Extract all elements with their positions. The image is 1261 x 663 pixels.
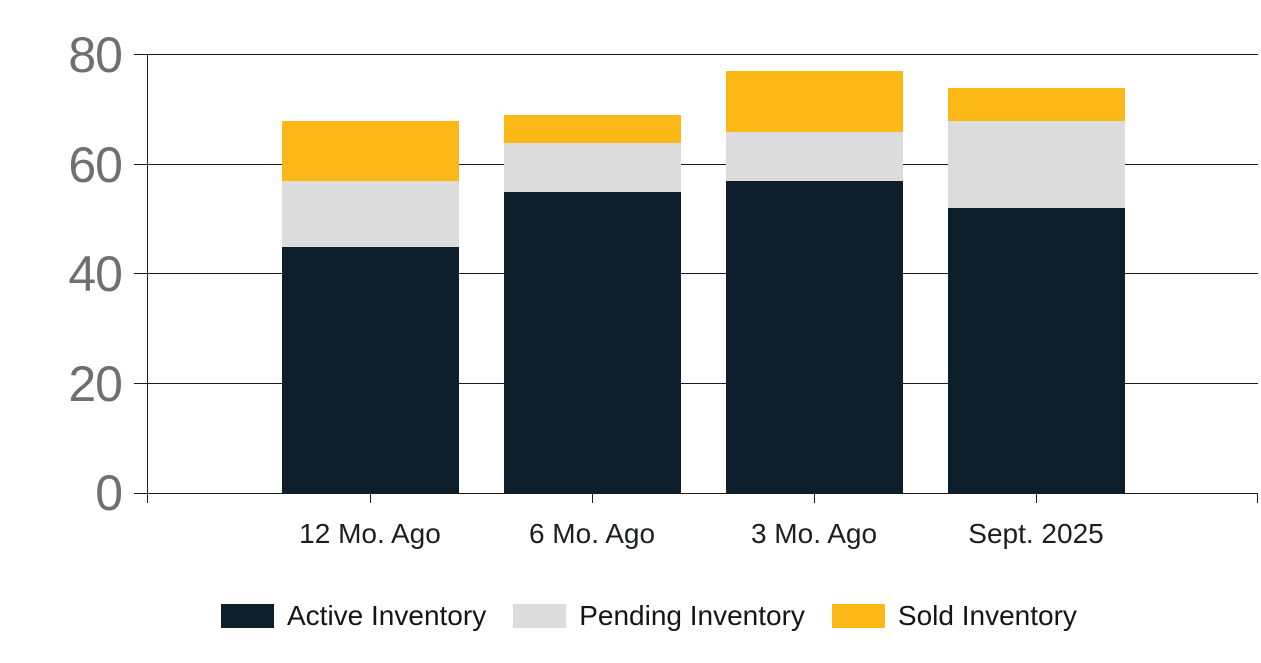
bar-segment-pending-inventory (725, 131, 903, 181)
plot-area: 12 Mo. Ago 6 Mo. Ago 3 Mo. Ago Sept. 2025 (134, 54, 1258, 548)
bar-segment-active-inventory (947, 208, 1125, 493)
bar-segment-active-inventory (725, 180, 903, 493)
x-axis-label-12-mo-ago: 12 Mo. Ago (299, 518, 441, 549)
bar-segment-pending-inventory (281, 180, 459, 247)
y-axis-tick-label: 40 (68, 246, 123, 302)
gridline-40 (134, 273, 1258, 274)
legend: Active Inventory Pending Inventory Sold In… (221, 602, 1077, 630)
bar-segment-sold-inventory (947, 87, 1125, 121)
x-axis-label-sept-2025: Sept. 2025 (968, 518, 1104, 549)
x-axis-label-6-mo-ago: 6 Mo. Ago (528, 518, 656, 549)
gridline-20 (134, 383, 1258, 384)
y-axis-tick-label: 20 (68, 356, 123, 412)
x-axis-tick (370, 493, 371, 503)
gridline-60 (134, 164, 1258, 165)
x-axis-tick-end (1257, 493, 1258, 503)
gridline-0 (134, 493, 1258, 494)
stacked-bar-sept-2025 (947, 87, 1125, 493)
legend-item-pending-inventory: Pending Inventory (513, 602, 805, 630)
x-axis-label-3-mo-ago: 3 Mo. Ago (750, 518, 878, 549)
bar-segment-active-inventory (281, 246, 459, 493)
x-axis-tick (814, 493, 815, 503)
gridline-80 (134, 54, 1258, 55)
stacked-bar-12-mo-ago (281, 120, 459, 493)
stacked-bar-6-mo-ago (503, 115, 681, 493)
x-axis-tick (1036, 493, 1037, 503)
bar-segment-sold-inventory (725, 71, 903, 132)
legend-swatch-sold-inventory (831, 604, 885, 628)
legend-item-sold-inventory: Sold Inventory (831, 600, 1077, 631)
legend-item-active-inventory: Active Inventory (221, 602, 486, 630)
legend-swatch-pending-inventory (513, 604, 567, 628)
stacked-bar-3-mo-ago (725, 71, 903, 493)
y-axis-tick-label: 0 (95, 465, 123, 521)
bar-segment-sold-inventory (281, 120, 459, 181)
y-axis-line (147, 55, 148, 503)
bar-segment-sold-inventory (503, 115, 681, 143)
legend-label: Pending Inventory (579, 600, 805, 631)
legend-label: Active Inventory (287, 600, 487, 631)
y-axis-tick-label: 60 (68, 137, 123, 193)
bar-segment-pending-inventory (947, 120, 1125, 209)
legend-swatch-active-inventory (221, 604, 274, 628)
y-axis-tick-label: 80 (68, 27, 123, 83)
bar-segment-active-inventory (503, 191, 681, 493)
x-axis-tick (592, 493, 593, 503)
bar-segment-pending-inventory (503, 142, 681, 192)
legend-label: Sold Inventory (897, 600, 1077, 631)
